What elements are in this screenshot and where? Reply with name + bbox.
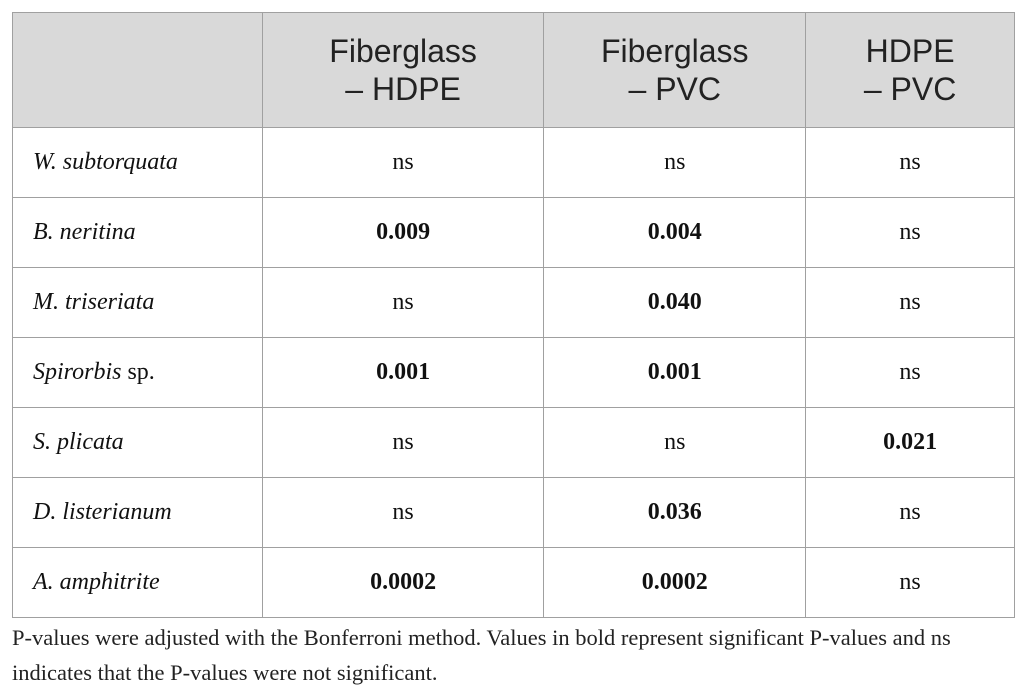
p-value-cell: ns	[261, 407, 545, 478]
species-name: D. listerianum	[33, 499, 172, 525]
header-cell: Fiberglass – HDPE	[261, 12, 545, 128]
row: W. subtorquata ns ns ns	[12, 127, 1015, 198]
header-line: – PVC	[863, 71, 957, 107]
p-value-cell: ns	[805, 477, 1015, 548]
results-table: Fiberglass – HDPE Fiberglass – PVC HDPE – PVC…	[12, 12, 1015, 618]
row: Spirorbis sp. 0.001 0.001 ns	[12, 337, 1015, 408]
p-value-cell: ns	[261, 267, 545, 338]
p-value-cell: 0.036	[543, 477, 807, 548]
species-cell: S. plicata	[12, 407, 263, 478]
species-cell: A. amphitrite	[12, 547, 263, 618]
row: A. amphitrite 0.0002 0.0002 ns	[12, 547, 1015, 618]
species-name: W. subtorquata	[33, 149, 178, 175]
header-cell	[12, 12, 263, 128]
species-cell: M. triseriata	[12, 267, 263, 338]
header-line: Fiberglass	[600, 33, 749, 69]
p-value-cell: 0.040	[543, 267, 807, 338]
species-cell: B. neritina	[12, 197, 263, 268]
p-value-cell: ns	[261, 127, 545, 198]
header-line: – HDPE	[345, 71, 461, 107]
p-value-cell: ns	[261, 477, 545, 548]
p-value-cell: 0.0002	[261, 547, 545, 618]
header-line: HDPE	[865, 33, 955, 69]
row: S. plicata ns ns 0.021	[12, 407, 1015, 478]
species-name: B. neritina	[33, 219, 136, 245]
p-value-cell: ns	[805, 547, 1015, 618]
p-value-cell: ns	[543, 127, 807, 198]
species-name: S. plicata	[33, 429, 124, 455]
row: B. neritina 0.009 0.004 ns	[12, 197, 1015, 268]
species-name: M. triseriata	[33, 289, 155, 315]
header-line: Fiberglass	[329, 33, 477, 69]
p-value-cell: 0.001	[543, 337, 807, 408]
row: M. triseriata ns 0.040 ns	[12, 267, 1015, 338]
species-cell: W. subtorquata	[12, 127, 263, 198]
species-cell: D. listerianum	[12, 477, 263, 548]
p-value-cell: 0.009	[261, 197, 545, 268]
header-cell: HDPE – PVC	[805, 12, 1015, 128]
row: D. listerianum ns 0.036 ns	[12, 477, 1015, 548]
header-cell: Fiberglass – PVC	[543, 12, 807, 128]
p-value-cell: ns	[805, 337, 1015, 408]
p-value-cell: 0.021	[805, 407, 1015, 478]
p-value-cell: ns	[543, 407, 807, 478]
p-value-cell: 0.001	[261, 337, 545, 408]
p-value-cell: ns	[805, 127, 1015, 198]
p-value-cell: ns	[805, 267, 1015, 338]
p-value-cell: ns	[805, 197, 1015, 268]
species-cell: Spirorbis sp.	[12, 337, 263, 408]
species-name: Spirorbis	[33, 359, 122, 385]
p-value-cell: 0.004	[543, 197, 807, 268]
species-name: A. amphitrite	[33, 569, 160, 595]
header-line: – PVC	[628, 71, 721, 107]
p-value-cell: 0.0002	[543, 547, 807, 618]
footnote: P-values were adjusted with the Bonferro…	[12, 625, 951, 685]
species-suffix: sp.	[127, 359, 155, 385]
